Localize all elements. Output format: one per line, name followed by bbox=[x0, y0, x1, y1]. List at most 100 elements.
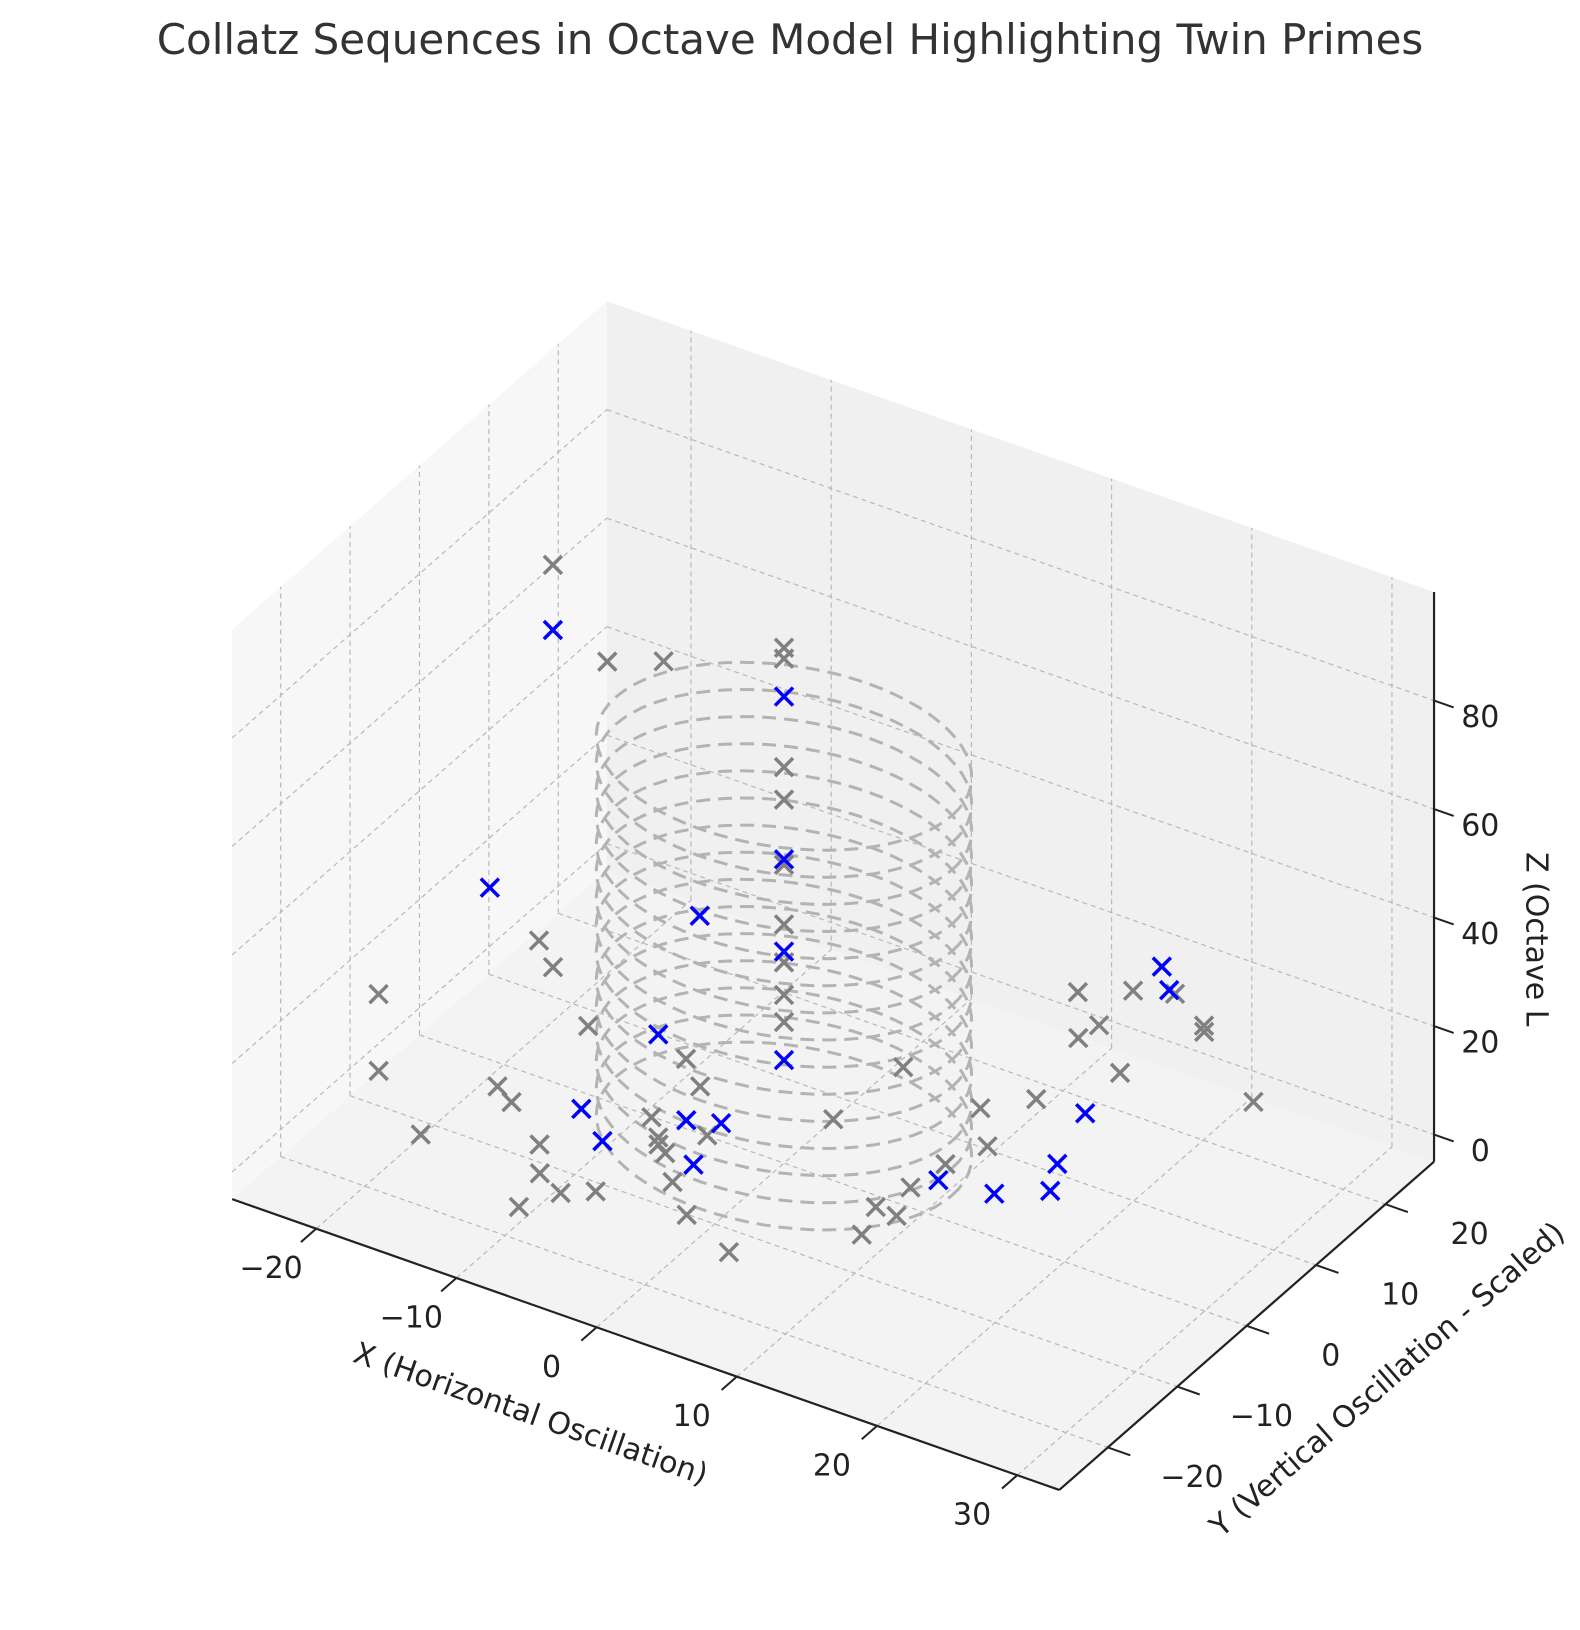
collatz-point bbox=[1193, 1021, 1215, 1043]
collatz-point bbox=[773, 854, 795, 875]
collatz-point bbox=[1088, 1014, 1110, 1036]
x-tick-mark bbox=[1001, 1474, 1018, 1490]
gridline-z-left bbox=[231, 734, 608, 1064]
octave-ring bbox=[594, 715, 974, 906]
gridline-z-back bbox=[606, 517, 1435, 810]
collatz-point bbox=[773, 756, 795, 778]
collatz-point bbox=[542, 956, 564, 978]
gridline-y-floor bbox=[349, 1095, 1178, 1388]
collatz-point bbox=[529, 1163, 551, 1184]
y-tick-label: 20 bbox=[1450, 1217, 1488, 1252]
collatz-point bbox=[529, 1134, 550, 1155]
floor-pane bbox=[232, 870, 1435, 1490]
collatz-point bbox=[368, 983, 389, 1005]
collatz-point bbox=[550, 1182, 571, 1204]
collatz-point bbox=[641, 1107, 662, 1128]
twin-prime-point bbox=[542, 619, 564, 641]
collatz-point bbox=[1243, 1091, 1264, 1113]
octave-ring bbox=[594, 1013, 974, 1205]
twin-prime-point bbox=[1047, 1153, 1068, 1175]
x-tick-label: −20 bbox=[239, 1251, 302, 1286]
z-axis-label: Z (Octave L bbox=[1519, 852, 1554, 1027]
x-tick-label: −10 bbox=[380, 1301, 443, 1336]
x-tick-label: 10 bbox=[673, 1399, 711, 1434]
x-tick-label: 30 bbox=[953, 1498, 991, 1533]
collatz-point bbox=[501, 1091, 522, 1113]
gridline-z-back bbox=[606, 626, 1435, 919]
twin-prime-point bbox=[710, 1112, 732, 1134]
collatz-point bbox=[851, 1224, 872, 1245]
z-tick-label: 0 bbox=[1471, 1134, 1490, 1169]
gridline-z-back bbox=[606, 409, 1435, 702]
collatz-point bbox=[1025, 1088, 1047, 1110]
x-tick-mark bbox=[861, 1425, 878, 1441]
z-tick-label: 80 bbox=[1461, 700, 1499, 735]
octave-rings bbox=[594, 660, 974, 1232]
z-tick-label: 60 bbox=[1461, 808, 1499, 843]
twin-prime-point bbox=[1074, 1103, 1096, 1124]
collatz-point bbox=[653, 651, 674, 672]
gridlines bbox=[231, 330, 1435, 1476]
back-pane bbox=[606, 301, 1434, 1162]
y-tick-label: −10 bbox=[1230, 1399, 1293, 1434]
twin-prime-point bbox=[773, 1049, 795, 1071]
twin-prime-point bbox=[773, 849, 795, 870]
twin-prime-point bbox=[592, 1130, 613, 1152]
twin-prime-point bbox=[984, 1183, 1005, 1204]
z-tick-mark bbox=[1433, 808, 1454, 817]
collatz-point bbox=[823, 1108, 844, 1130]
octave-ring bbox=[594, 769, 974, 961]
collatz-point bbox=[676, 1204, 697, 1226]
z-tick-mark bbox=[1433, 1133, 1454, 1143]
z-tick-label: 20 bbox=[1461, 1025, 1499, 1060]
y-tick-label: −20 bbox=[1160, 1460, 1223, 1495]
x-tick-label: 20 bbox=[813, 1448, 851, 1483]
collatz-point bbox=[662, 1171, 683, 1193]
collatz-point bbox=[773, 984, 795, 1006]
octave-ring bbox=[594, 959, 974, 1151]
octave-ring bbox=[594, 1040, 974, 1232]
x-axis-label: X (Horizontal Oscillation) bbox=[349, 1336, 712, 1493]
collatz-point bbox=[597, 651, 618, 672]
left-pane bbox=[232, 301, 607, 1200]
twin-prime-point bbox=[1158, 979, 1180, 1001]
collatz-point bbox=[1109, 1062, 1131, 1084]
collatz-point bbox=[893, 1056, 914, 1078]
collatz-point bbox=[654, 1142, 676, 1164]
octave-ring bbox=[594, 986, 974, 1178]
twin-prime-point bbox=[689, 905, 710, 926]
collatz-point bbox=[773, 637, 795, 658]
collatz-point bbox=[773, 789, 795, 810]
collatz-point bbox=[368, 1060, 389, 1082]
collatz-point bbox=[1067, 981, 1089, 1003]
octave-ring bbox=[594, 742, 974, 934]
gridline-x-floor bbox=[736, 1047, 1112, 1378]
data-points bbox=[368, 554, 1264, 1263]
twin-prime-point bbox=[676, 1109, 697, 1131]
octave-ring bbox=[594, 823, 974, 1015]
collatz-point bbox=[410, 1124, 431, 1145]
collatz-point bbox=[1122, 980, 1144, 1001]
y-tick-mark bbox=[1107, 1446, 1131, 1457]
collatz-point bbox=[886, 1205, 907, 1227]
octave-ring bbox=[594, 877, 974, 1069]
collatz-point bbox=[585, 1181, 606, 1202]
y-tick-mark bbox=[1176, 1385, 1201, 1396]
y-tick-mark bbox=[1385, 1203, 1409, 1214]
twin-prime-point bbox=[1151, 956, 1173, 977]
collatz-point bbox=[577, 1015, 599, 1037]
z-tick-label: 40 bbox=[1461, 917, 1499, 952]
collatz-point bbox=[900, 1177, 921, 1198]
collatz-point bbox=[935, 1153, 956, 1175]
twin-prime-point bbox=[648, 1024, 669, 1045]
gridline-y-floor bbox=[280, 1155, 1109, 1448]
collatz-point bbox=[528, 930, 550, 951]
gridline-z-left bbox=[231, 409, 608, 739]
y-tick-mark bbox=[1315, 1264, 1339, 1274]
twin-prime-point bbox=[1040, 1180, 1061, 1202]
x-tick-mark bbox=[300, 1227, 317, 1243]
gridline-x-floor bbox=[596, 998, 972, 1328]
twin-prime-point bbox=[928, 1169, 949, 1191]
z-tick-mark bbox=[1433, 1025, 1454, 1034]
